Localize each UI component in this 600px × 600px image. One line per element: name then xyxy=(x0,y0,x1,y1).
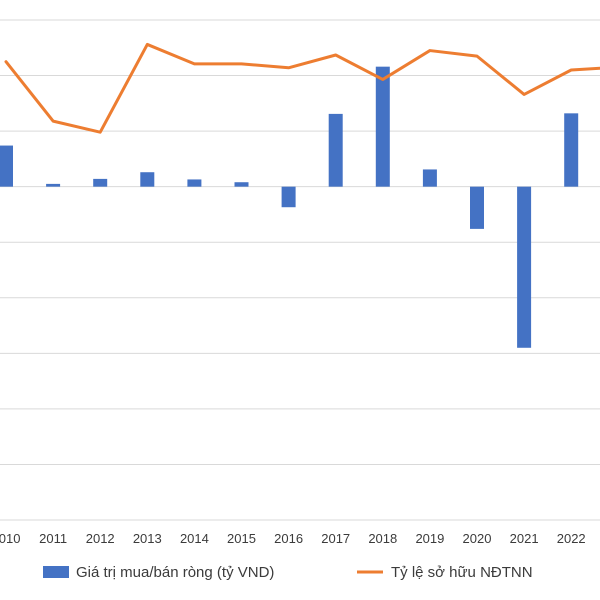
line-series xyxy=(4,42,600,134)
bar-2019 xyxy=(422,169,437,187)
bar-2013 xyxy=(140,172,155,187)
x-tick-2015: 2015 xyxy=(227,531,256,546)
x-tick-2017: 2017 xyxy=(321,531,350,546)
x-tick-2010: 2010 xyxy=(0,531,20,546)
x-tick-2014: 2014 xyxy=(180,531,209,546)
legend-bar-swatch xyxy=(43,566,69,578)
legend: Giá trị mua/bán ròng (tỷ VND) Tỷ lệ sở h… xyxy=(43,564,533,581)
x-tick-2018: 2018 xyxy=(368,531,397,546)
x-tick-2020: 2020 xyxy=(463,531,492,546)
gridlines xyxy=(0,19,600,521)
x-tick-2022: 2022 xyxy=(557,531,586,546)
bar-2022 xyxy=(564,113,579,187)
x-tick-2013: 2013 xyxy=(133,531,162,546)
legend-bar-label: Giá trị mua/bán ròng (tỷ VND) xyxy=(76,564,274,581)
bar-2016 xyxy=(281,186,296,208)
bar-2014 xyxy=(187,179,202,187)
bar-series xyxy=(0,66,579,348)
x-tick-2019: 2019 xyxy=(415,531,444,546)
x-tick-2021: 2021 xyxy=(510,531,539,546)
x-tick-2011: 2011 xyxy=(39,531,67,546)
bar-2010 xyxy=(0,145,13,187)
bar-2012 xyxy=(93,178,108,187)
x-tick-2012: 2012 xyxy=(86,531,115,546)
x-tick-2016: 2016 xyxy=(274,531,303,546)
x-axis-ticks: 2010 2011 2012 2013 2014 2015 2016 2017 2018 2019… xyxy=(0,531,586,546)
bar-2018 xyxy=(375,66,390,187)
bar-2017 xyxy=(328,113,343,187)
bar-2015 xyxy=(234,182,249,187)
legend-line-label: Tỷ lệ sở hữu NĐTNN xyxy=(391,564,533,581)
bar-2020 xyxy=(470,186,484,229)
bar-2021 xyxy=(517,186,532,348)
bar-2011 xyxy=(46,183,61,187)
